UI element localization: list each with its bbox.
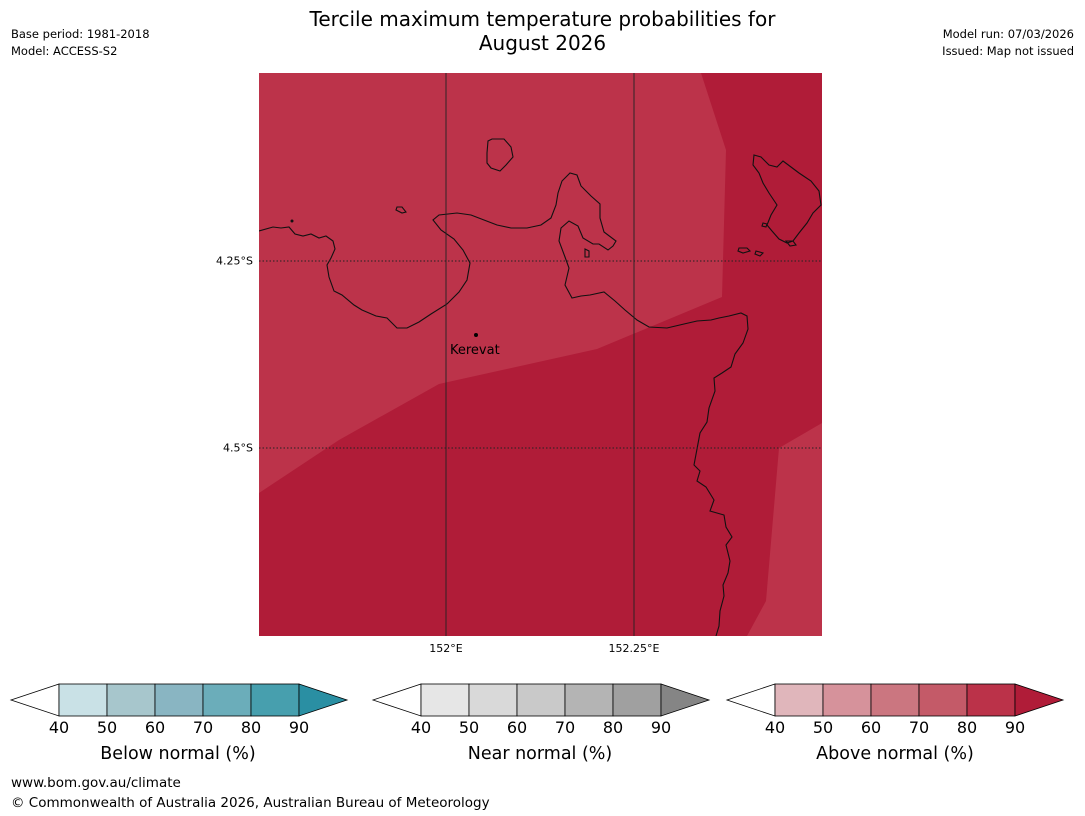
colorbar-above-title: Above normal (%): [816, 744, 974, 764]
model-name: Model: ACCESS-S2: [11, 44, 118, 58]
colorbar-swatch: [822, 683, 872, 717]
meta-left: Base period: 1981-2018 Model: ACCESS-S2: [11, 26, 150, 60]
colorbar-swatch: [774, 683, 824, 717]
title-line-2: August 2026: [478, 31, 607, 55]
base-period: Base period: 1981-2018: [11, 27, 150, 41]
colorbar-tick-label: 70: [192, 718, 214, 737]
colorbar-tick-label: 40: [410, 718, 432, 737]
colorbar-tick-label: 60: [144, 718, 166, 737]
colorbar-tick-label: 60: [506, 718, 528, 737]
lon-label-152: 152°E: [429, 642, 463, 655]
colorbar-swatch: [58, 683, 108, 717]
colorbar-tick-label: 50: [96, 718, 118, 737]
title-line-1: Tercile maximum temperature probabilitie…: [309, 7, 776, 31]
graticule: [259, 73, 822, 636]
colorbar-tick-label: 70: [554, 718, 576, 737]
colorbar-extend-low: [9, 683, 60, 717]
colorbar-below-swatches: [9, 683, 349, 717]
lighter-probability-zone: [259, 73, 726, 493]
colorbar-extend-high: [1014, 683, 1065, 717]
colorbar-tick-label: 80: [240, 718, 262, 737]
place-label-kerevat: Kerevat: [450, 343, 500, 358]
colorbar-swatch: [154, 683, 204, 717]
colorbar-swatch: [966, 683, 1016, 717]
colorbar-swatch: [250, 683, 300, 717]
colorbar-swatch: [612, 683, 662, 717]
colorbar-above-swatches: [725, 683, 1065, 717]
colorbar-extend-low: [371, 683, 422, 717]
issued-status: Issued: Map not issued: [942, 44, 1074, 58]
coastline-islet-east-4: [761, 222, 768, 228]
colorbar-tick-label: 40: [48, 718, 70, 737]
coastline-duke-york-islands: [752, 154, 822, 244]
colorbar-swatch: [106, 683, 156, 717]
colorbar-tick-label: 80: [956, 718, 978, 737]
coastline-islet-inlet: [584, 248, 590, 258]
colorbar-swatch: [564, 683, 614, 717]
coastline-islet-east-1: [737, 247, 752, 254]
colorbar-above-normal: Above normal (%) 40 50 60 70 80 90: [725, 683, 1066, 764]
coastline-islet-east-2: [754, 250, 765, 257]
colorbar-swatch: [918, 683, 968, 717]
colorbar-below-normal: Below normal (%) 40 50 60 70 80 90: [9, 683, 350, 764]
colorbar-tick-label: 90: [650, 718, 672, 737]
colorbar-below-title: Below normal (%): [100, 744, 256, 764]
coastline: [259, 138, 822, 636]
footer-url[interactable]: www.bom.gov.au/climate: [11, 775, 181, 791]
colorbar-tick-label: 50: [812, 718, 834, 737]
islet-dot-west: [290, 219, 294, 223]
lighter-probability-zone-se: [747, 423, 822, 636]
model-run: Model run: 07/03/2026: [942, 27, 1074, 41]
colorbar-tick-label: 50: [458, 718, 480, 737]
colorbar-tick-label: 40: [764, 718, 786, 737]
probability-map[interactable]: [259, 73, 822, 636]
map-canvas: [259, 73, 822, 636]
footer-copyright: © Commonwealth of Australia 2026, Austra…: [11, 795, 490, 811]
colorbar-swatch: [202, 683, 252, 717]
map-title: Tercile maximum temperature probabilitie…: [0, 7, 1085, 55]
colorbar-extend-high: [660, 683, 711, 717]
colorbar-swatch: [516, 683, 566, 717]
colorbar-tick-label: 80: [602, 718, 624, 737]
colorbar-extend-low: [725, 683, 776, 717]
colorbar-swatch: [870, 683, 920, 717]
coastline-main: [259, 172, 749, 636]
colorbar-swatch: [468, 683, 518, 717]
colorbar-tick-label: 90: [288, 718, 310, 737]
coastline-islet-west: [395, 206, 407, 214]
lon-label-152-25: 152.25°E: [608, 642, 660, 655]
coastline-island-north: [486, 138, 514, 172]
colorbar-near-title: Near normal (%): [467, 744, 613, 764]
colorbar-swatch: [420, 683, 470, 717]
lat-label-4-25: 4.25°S: [216, 254, 253, 268]
colorbar-tick-label: 60: [860, 718, 882, 737]
kerevat-marker: [474, 333, 478, 337]
coastline-islet-east-3: [784, 240, 797, 247]
colorbar-near-swatches: [371, 683, 711, 717]
colorbar-tick-label: 70: [908, 718, 930, 737]
meta-right: Model run: 07/03/2026 Issued: Map not is…: [942, 26, 1074, 60]
colorbar-near-normal: Near normal (%) 40 50 60 70 80 90: [371, 683, 712, 764]
lat-label-4-5: 4.5°S: [223, 441, 253, 455]
colorbar-extend-high: [298, 683, 349, 717]
colorbar-tick-label: 90: [1004, 718, 1026, 737]
